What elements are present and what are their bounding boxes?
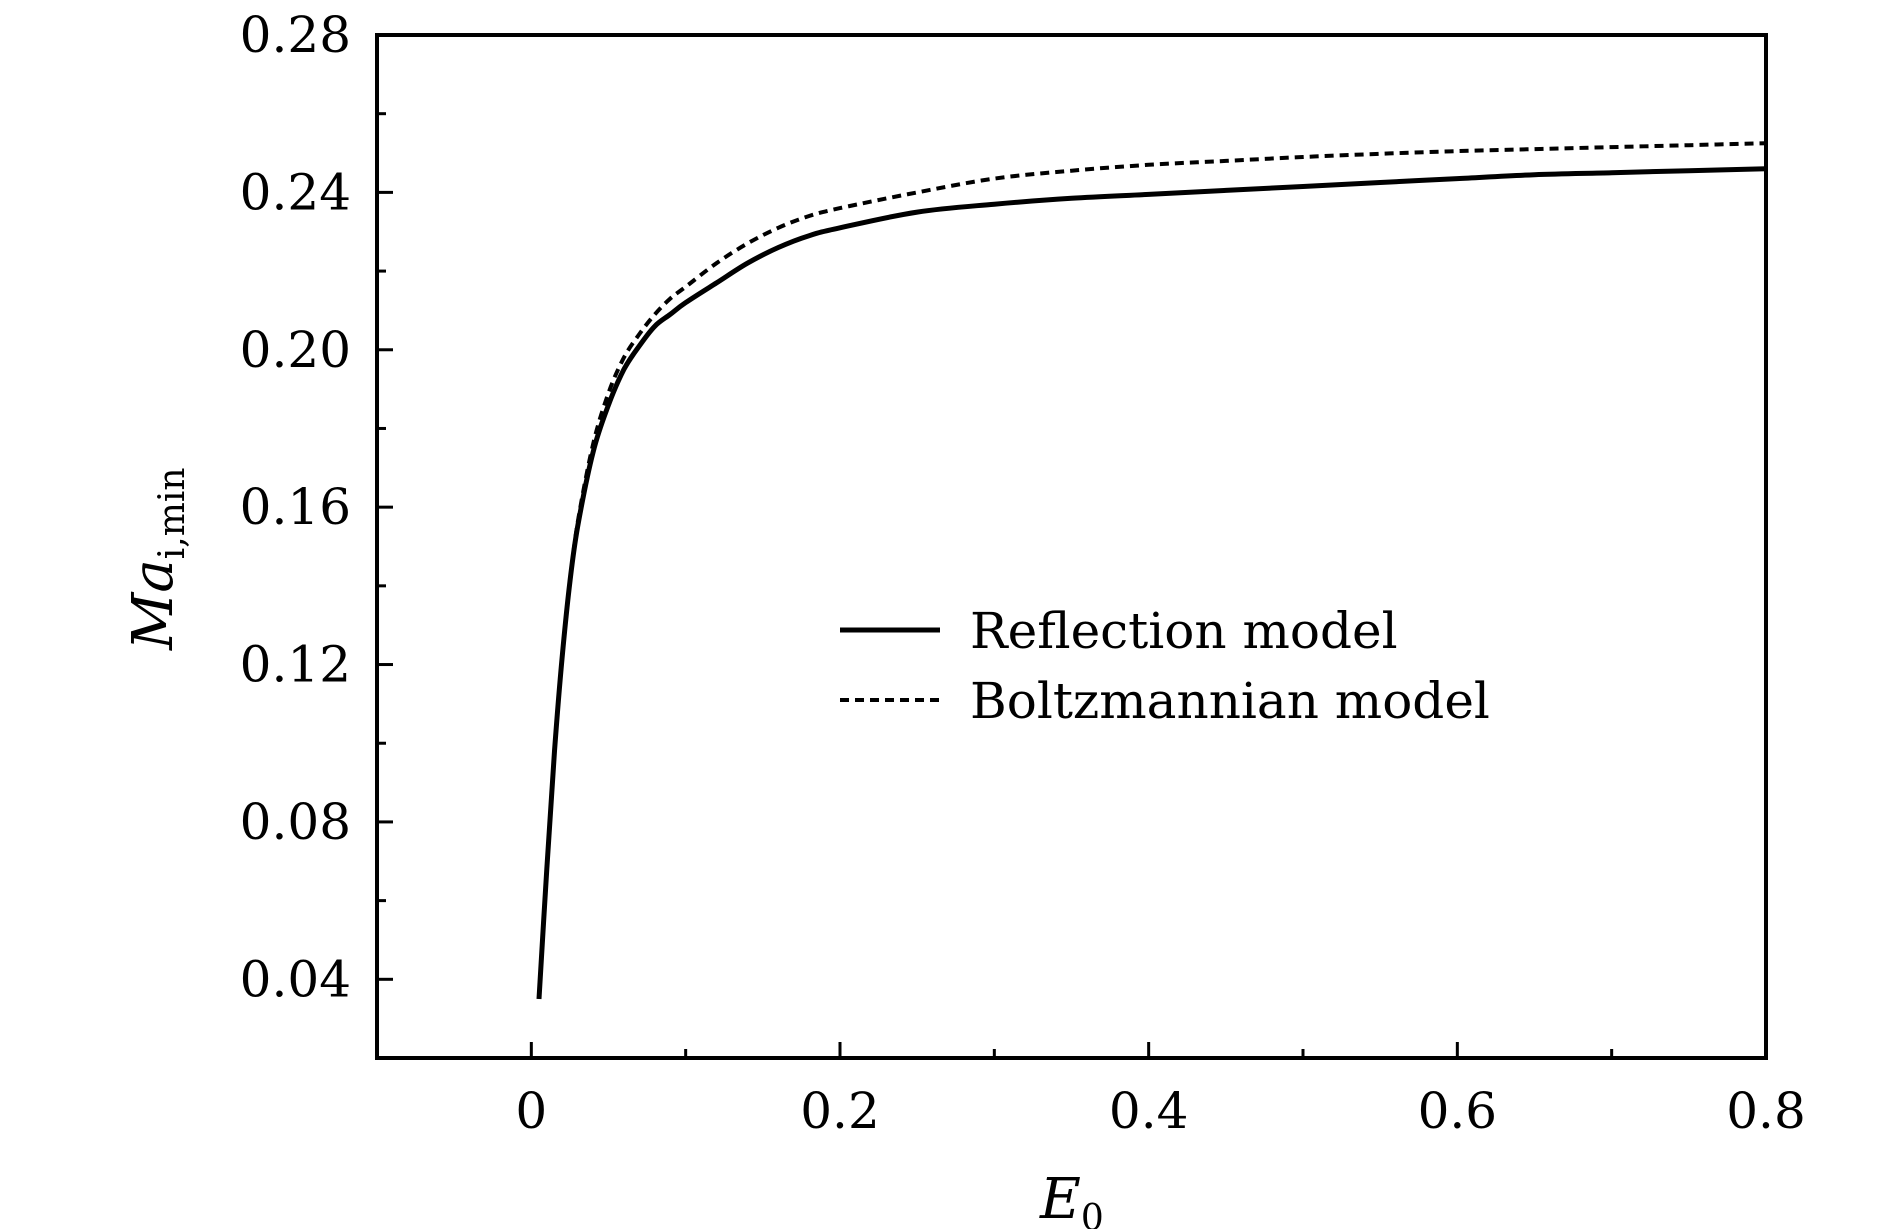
y-tick-label: 0.12 — [240, 636, 351, 694]
x-tick-label: 0 — [515, 1082, 547, 1140]
y-tick-label: 0.16 — [240, 478, 351, 536]
y-tick-label: 0.24 — [240, 163, 351, 221]
y-axis-title-main: Ma — [121, 559, 186, 651]
series-layer — [536, 141, 1767, 1000]
x-axis-title: E0 — [1039, 1167, 1104, 1229]
x-axis-ticks: 0 0.2 0.4 0.6 0.8 — [515, 1042, 1806, 1140]
y-axis-ticks: 0.04 0.08 0.12 0.16 0.20 0.24 0.28 — [240, 6, 393, 1008]
x-tick-label: 0.4 — [1109, 1082, 1189, 1140]
legend-label-reflection: Reflection model — [970, 602, 1398, 660]
y-tick-label: 0.04 — [240, 950, 351, 1008]
y-tick-label: 0.20 — [240, 321, 351, 379]
plot-frame — [375, 33, 1768, 1060]
y-tick-label: 0.28 — [240, 6, 351, 64]
legend: Reflection model Boltzmannian model — [840, 602, 1490, 730]
y-axis-title-sub: i,min — [152, 467, 193, 559]
x-tick-label: 0.8 — [1726, 1082, 1806, 1140]
x-axis-title-sub: 0 — [1081, 1198, 1104, 1229]
series-line-boltzmannian — [567, 141, 1767, 583]
y-axis-title: Mai,min — [121, 467, 193, 651]
legend-label-boltzmannian: Boltzmannian model — [970, 672, 1490, 730]
x-axis-title-main: E — [1039, 1167, 1081, 1229]
x-tick-label: 0.6 — [1418, 1082, 1498, 1140]
y-tick-label: 0.08 — [240, 793, 351, 851]
x-tick-label: 0.2 — [800, 1082, 880, 1140]
series-line-reflection — [536, 166, 1767, 1000]
